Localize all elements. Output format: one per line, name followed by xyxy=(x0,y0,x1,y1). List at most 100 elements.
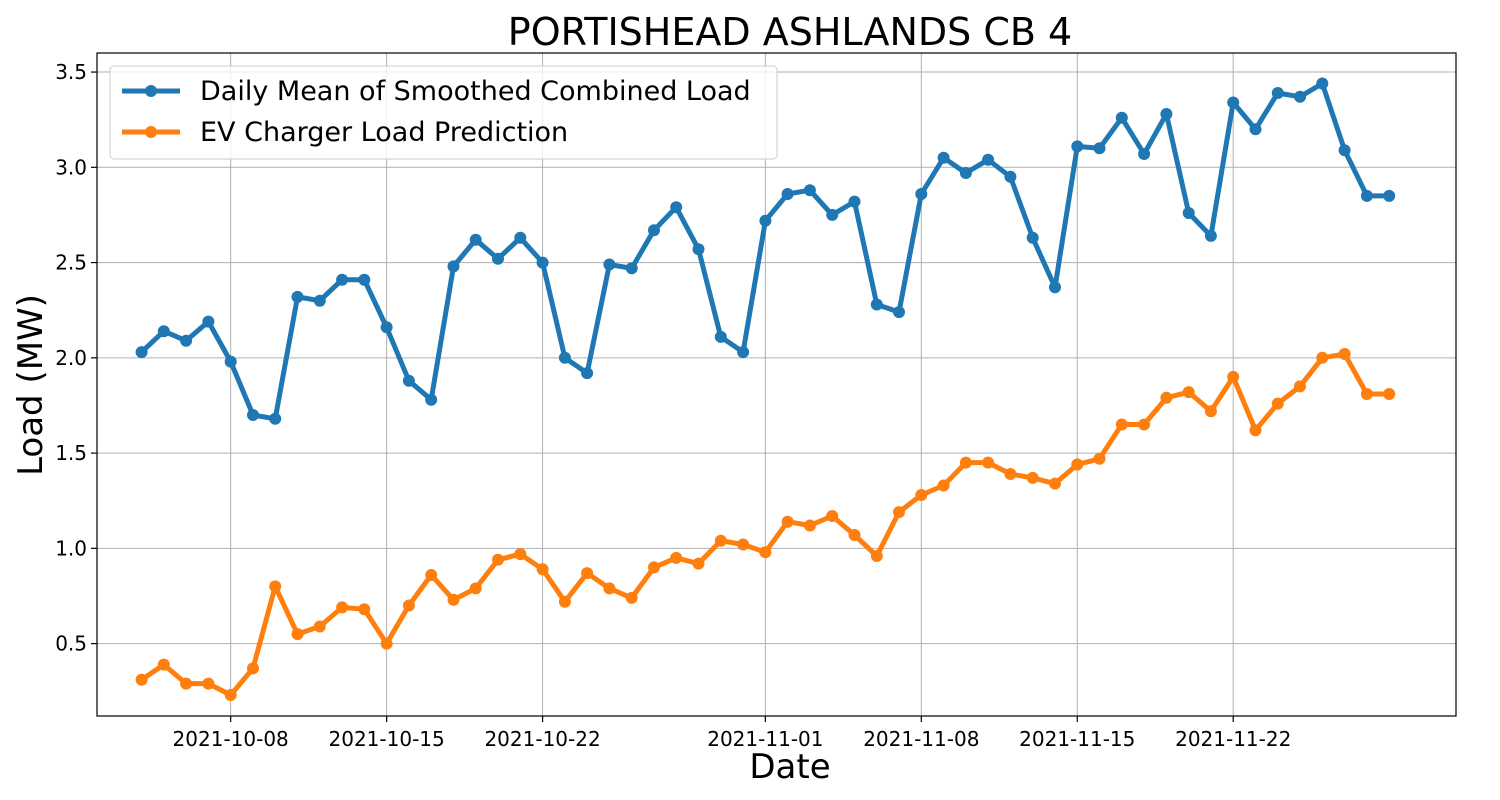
data-point xyxy=(937,151,950,164)
data-point xyxy=(1271,397,1284,410)
data-point xyxy=(1383,189,1396,202)
data-point xyxy=(1204,405,1217,418)
data-point xyxy=(425,393,438,406)
data-point xyxy=(1249,424,1262,437)
data-point xyxy=(135,346,148,359)
data-point xyxy=(826,510,839,522)
data-point xyxy=(1093,452,1106,465)
data-point xyxy=(447,260,460,273)
data-point xyxy=(1026,231,1039,244)
x-tick-label: 2021-10-08 xyxy=(173,727,289,751)
data-point xyxy=(336,601,349,614)
data-point xyxy=(202,315,215,328)
data-point xyxy=(893,506,905,519)
data-point xyxy=(558,351,571,364)
data-point xyxy=(313,294,326,307)
data-point xyxy=(1360,189,1373,202)
data-point xyxy=(135,673,148,686)
data-point xyxy=(1338,144,1351,157)
data-point xyxy=(603,582,616,595)
data-point xyxy=(581,567,594,580)
data-point xyxy=(336,273,349,286)
data-point xyxy=(224,355,237,368)
data-point xyxy=(157,658,170,671)
y-tick-label: 2.5 xyxy=(55,251,87,275)
data-point xyxy=(803,519,816,532)
data-point xyxy=(157,325,170,338)
data-point xyxy=(625,591,638,604)
y-tick-label: 3.5 xyxy=(55,60,87,84)
data-point xyxy=(1071,140,1084,153)
data-point xyxy=(670,551,683,564)
data-point xyxy=(670,201,683,214)
x-tick-label: 2021-11-01 xyxy=(707,727,823,751)
legend: Daily Mean of Smoothed Combined Load EV … xyxy=(109,65,778,160)
data-point xyxy=(180,334,193,347)
data-point xyxy=(1182,386,1195,399)
legend-label-combined-load: Daily Mean of Smoothed Combined Load xyxy=(200,76,751,107)
data-point xyxy=(781,515,794,528)
data-point xyxy=(514,231,527,244)
data-point xyxy=(581,367,594,380)
data-point xyxy=(915,489,928,501)
data-point xyxy=(870,550,883,562)
data-point xyxy=(692,243,705,256)
data-point xyxy=(803,184,816,197)
data-point xyxy=(982,456,995,469)
legend-marker-combined-load xyxy=(145,85,157,97)
plot-frame xyxy=(96,52,1457,717)
y-tick-label: 2.0 xyxy=(55,346,87,370)
data-point xyxy=(1204,229,1217,242)
data-point xyxy=(1115,418,1128,431)
x-tick-label: 2021-11-08 xyxy=(863,727,979,751)
data-point xyxy=(492,252,504,265)
data-point xyxy=(514,548,527,561)
x-tick-label: 2021-11-15 xyxy=(1019,727,1135,751)
data-point xyxy=(759,214,772,227)
legend-box xyxy=(109,65,778,160)
data-point xyxy=(224,689,237,701)
x-tick-label: 2021-11-22 xyxy=(1175,727,1291,751)
data-point xyxy=(358,273,371,286)
data-point xyxy=(692,557,705,570)
data-point xyxy=(1160,108,1173,120)
data-point xyxy=(269,412,282,425)
data-point xyxy=(737,346,750,359)
data-point xyxy=(737,538,750,551)
data-point xyxy=(959,167,972,179)
data-point xyxy=(1227,370,1240,383)
data-point xyxy=(1093,142,1106,155)
y-tick-label: 3.0 xyxy=(55,155,87,179)
data-point xyxy=(625,262,638,275)
data-point xyxy=(826,208,839,221)
data-point xyxy=(202,677,215,690)
data-point xyxy=(380,637,393,650)
data-point xyxy=(1294,380,1306,393)
legend-label-ev-prediction: EV Charger Load Prediction xyxy=(200,117,568,148)
data-point xyxy=(1004,468,1017,480)
y-axis-label: Load (MW) xyxy=(11,294,51,476)
data-point xyxy=(313,620,326,633)
x-tick-label: 2021-10-22 xyxy=(484,727,600,751)
data-point xyxy=(1227,96,1240,109)
series-1 xyxy=(135,348,1396,701)
data-point xyxy=(648,561,660,574)
data-point xyxy=(1138,418,1151,431)
data-point xyxy=(1049,281,1061,294)
data-point xyxy=(469,233,482,246)
data-point xyxy=(1249,123,1262,136)
data-point xyxy=(536,563,549,576)
y-tick-label: 1.0 xyxy=(55,536,87,560)
data-point xyxy=(759,546,772,559)
chart-title: PORTISHEAD ASHLANDS CB 4 xyxy=(508,10,1072,54)
data-point xyxy=(247,409,259,421)
y-tick-label: 1.5 xyxy=(55,441,87,465)
data-point xyxy=(1026,471,1039,484)
data-point xyxy=(959,456,972,469)
data-point xyxy=(1294,90,1306,103)
data-point xyxy=(1115,111,1128,124)
data-point xyxy=(469,582,482,595)
data-point xyxy=(402,599,415,612)
data-point xyxy=(447,593,460,606)
